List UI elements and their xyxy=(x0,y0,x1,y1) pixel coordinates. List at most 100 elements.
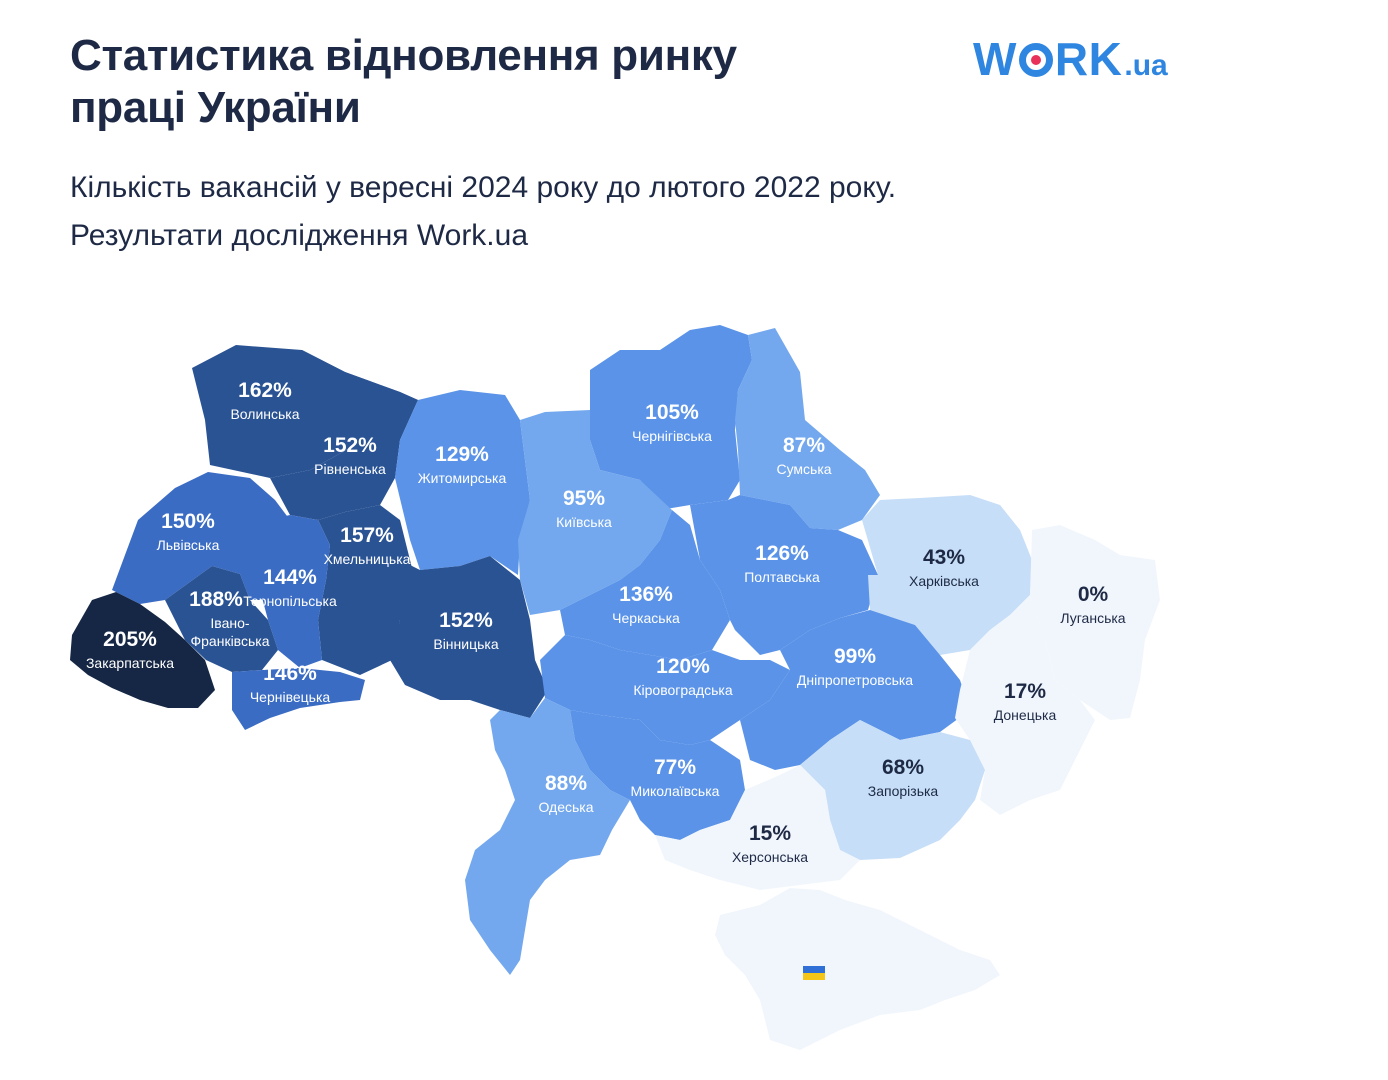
label-khmelnytska: 157% Хмельницька xyxy=(324,524,411,567)
region-value: 88% xyxy=(545,772,587,795)
region-value: 68% xyxy=(882,756,924,779)
logo-target-icon xyxy=(1018,43,1053,77)
region-ternopilska xyxy=(260,515,330,668)
page-title: Статистика відновлення ринку праці Украї… xyxy=(70,30,737,134)
region-name: Дніпропетровська xyxy=(797,672,913,688)
region-value: 152% xyxy=(439,609,493,632)
region-vinnytska xyxy=(390,556,548,718)
label-chernivetska: 146% Чернівецька xyxy=(250,662,331,705)
title-line-1: Статистика відновлення ринку xyxy=(70,31,737,80)
region-value: 152% xyxy=(323,434,377,457)
region-dnipropetrovska xyxy=(740,610,970,770)
logo-text-w: W xyxy=(973,33,1017,85)
region-name: Волинська xyxy=(230,406,299,422)
region-kyivska xyxy=(518,410,672,615)
region-name: Київська xyxy=(556,514,612,530)
label-poltavska: 126% Полтавська xyxy=(744,542,820,585)
label-zhytomyrska: 129% Житомирська xyxy=(418,443,507,486)
region-name: Харківська xyxy=(909,573,979,589)
label-khersonska: 15% Херсонська xyxy=(732,822,808,865)
region-value: 105% xyxy=(645,401,699,424)
region-value: 120% xyxy=(656,655,710,678)
region-name: Кіровоградська xyxy=(633,682,732,698)
region-name: Вінницька xyxy=(433,636,498,652)
logo-text-ua: .ua xyxy=(1124,49,1168,82)
region-value: 43% xyxy=(923,546,965,569)
region-name: Хмельницька xyxy=(324,551,411,567)
region-zhytomyrska xyxy=(395,390,530,575)
ukraine-flag-icon xyxy=(803,966,825,980)
label-luhanska: 0% Луганська xyxy=(1060,583,1125,626)
region-value: 17% xyxy=(1004,680,1046,703)
label-donetska: 17% Донецька xyxy=(994,680,1057,723)
region-value: 162% xyxy=(238,379,292,402)
page-subtitle: Кількість вакансій у вересні 2024 року д… xyxy=(70,164,896,260)
region-value: 87% xyxy=(783,434,825,457)
region-name: Тернопільська xyxy=(243,593,337,609)
region-zaporizka xyxy=(800,720,985,860)
region-kirovohradska xyxy=(540,635,790,745)
region-mykolaivska xyxy=(570,710,745,840)
region-sumska xyxy=(735,328,880,530)
region-zakarpatska xyxy=(70,592,215,708)
label-cherkaska: 136% Черкаська xyxy=(612,583,680,626)
region-name: Запорізька xyxy=(868,783,939,799)
label-rivnenska: 152% Рівненська xyxy=(314,434,386,477)
region-odeska xyxy=(465,698,630,975)
region-name: Донецька xyxy=(994,707,1057,723)
workua-logo: W RK .ua xyxy=(973,32,1168,85)
region-name: Рівненська xyxy=(314,461,386,477)
label-mykolaivska: 77% Миколаївська xyxy=(631,756,720,799)
label-kyivska: 95% Київська xyxy=(556,487,612,530)
label-zakarpatska: 205% Закарпатська xyxy=(86,628,174,671)
region-khersonska xyxy=(655,765,860,890)
region-name: Миколаївська xyxy=(631,783,720,799)
label-vinnytska: 152% Вінницька xyxy=(433,609,498,652)
region-value: 157% xyxy=(340,524,394,547)
region-value: 126% xyxy=(755,542,809,565)
region-value: 144% xyxy=(263,566,317,589)
label-chernihivska: 105% Чернігівська xyxy=(632,401,712,444)
region-value: 146% xyxy=(263,662,317,685)
title-line-2: праці України xyxy=(70,83,361,132)
region-value: 150% xyxy=(161,510,215,533)
map-regions xyxy=(70,325,1160,1050)
region-name: Одеська xyxy=(538,799,593,815)
subtitle-line-1: Кількість вакансій у вересні 2024 року д… xyxy=(70,171,897,204)
region-value: 95% xyxy=(563,487,605,510)
region-lvivska xyxy=(112,472,290,604)
label-volynska: 162% Волинська xyxy=(230,379,299,422)
region-name: Полтавська xyxy=(744,569,820,585)
region-kharkivska xyxy=(862,495,1032,655)
region-khmelnytska xyxy=(318,505,420,675)
region-name: Закарпатська xyxy=(86,655,174,671)
region-value: 129% xyxy=(435,443,489,466)
region-rivnenska xyxy=(270,350,418,520)
region-chernihivska xyxy=(590,325,752,510)
region-name: Чернівецька xyxy=(250,689,331,705)
label-lvivska: 150% Львівська xyxy=(157,510,220,553)
region-name: Черкаська xyxy=(612,610,680,626)
region-name: Херсонська xyxy=(732,849,808,865)
region-chernivetska xyxy=(232,668,365,730)
region-name-continued: Франківська xyxy=(191,633,270,649)
region-name: Івано- xyxy=(210,615,249,631)
map-labels: 162% Волинська 152% Рівненська 129% Житомирсь… xyxy=(86,379,1126,865)
region-poltavska xyxy=(690,495,878,655)
subtitle-line-2: Результати дослідження Work.ua xyxy=(70,219,529,252)
region-value: 0% xyxy=(1078,583,1109,606)
label-ternopilska: 144% Тернопільська xyxy=(243,566,337,609)
region-name: Сумська xyxy=(776,461,831,477)
label-odeska: 88% Одеська xyxy=(538,772,593,815)
region-ivano-frankivska xyxy=(165,566,278,672)
region-name: Луганська xyxy=(1060,610,1125,626)
region-name: Житомирська xyxy=(418,470,507,486)
region-value: 188% xyxy=(189,588,243,611)
label-ivano-frankivska: 188% Івано- Франківська xyxy=(189,588,270,649)
region-luhanska xyxy=(1030,525,1160,720)
region-value: 15% xyxy=(749,822,791,845)
region-donetska xyxy=(955,595,1095,815)
region-value: 77% xyxy=(654,756,696,779)
region-value: 136% xyxy=(619,583,673,606)
